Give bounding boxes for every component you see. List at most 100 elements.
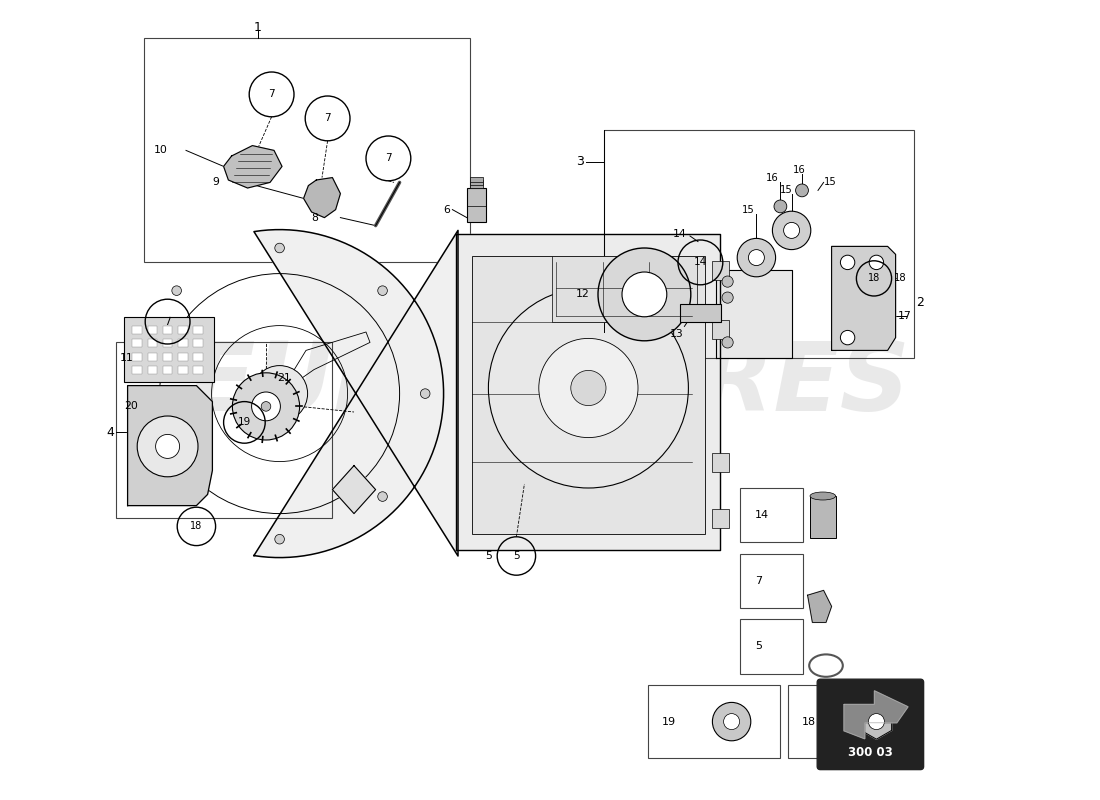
Text: 18: 18 bbox=[190, 522, 202, 531]
Text: 19: 19 bbox=[238, 418, 251, 427]
Bar bbox=[163, 366, 173, 374]
Circle shape bbox=[722, 276, 734, 287]
Text: 10: 10 bbox=[154, 146, 168, 155]
Circle shape bbox=[232, 373, 299, 440]
Circle shape bbox=[129, 389, 139, 398]
Circle shape bbox=[138, 416, 198, 477]
Text: 15: 15 bbox=[742, 205, 755, 214]
Bar bbox=[132, 326, 142, 334]
Polygon shape bbox=[254, 230, 458, 558]
Bar bbox=[194, 339, 202, 347]
Bar bbox=[163, 326, 173, 334]
Text: 14: 14 bbox=[673, 229, 686, 238]
Text: 18: 18 bbox=[894, 274, 906, 283]
Bar bbox=[194, 366, 202, 374]
Bar bbox=[132, 366, 142, 374]
Text: 300 03: 300 03 bbox=[848, 746, 893, 758]
Circle shape bbox=[722, 292, 734, 303]
Text: 5: 5 bbox=[755, 642, 762, 651]
Text: 4: 4 bbox=[106, 426, 114, 438]
Bar bbox=[147, 366, 157, 374]
Bar bbox=[132, 353, 142, 361]
Bar bbox=[144, 38, 470, 262]
Circle shape bbox=[724, 714, 739, 730]
Ellipse shape bbox=[810, 492, 836, 500]
Circle shape bbox=[598, 248, 691, 341]
Bar bbox=[712, 320, 729, 339]
Circle shape bbox=[252, 392, 280, 421]
Polygon shape bbox=[223, 146, 282, 188]
Text: 15: 15 bbox=[780, 186, 792, 195]
Bar bbox=[740, 619, 803, 674]
Bar bbox=[648, 685, 780, 758]
Polygon shape bbox=[844, 690, 908, 739]
Circle shape bbox=[377, 286, 387, 295]
Text: 1: 1 bbox=[254, 21, 262, 34]
Text: 14: 14 bbox=[755, 510, 769, 520]
Polygon shape bbox=[128, 386, 212, 506]
Circle shape bbox=[172, 492, 182, 502]
Polygon shape bbox=[332, 466, 375, 514]
Circle shape bbox=[275, 534, 285, 544]
Text: 21: 21 bbox=[277, 373, 292, 382]
Text: 8: 8 bbox=[311, 213, 319, 222]
Bar bbox=[178, 366, 188, 374]
Circle shape bbox=[539, 338, 638, 438]
Bar bbox=[740, 554, 803, 608]
Circle shape bbox=[748, 250, 764, 266]
Circle shape bbox=[869, 255, 883, 270]
Circle shape bbox=[795, 184, 808, 197]
Text: 3: 3 bbox=[575, 155, 584, 168]
Circle shape bbox=[172, 286, 182, 295]
Bar bbox=[147, 339, 157, 347]
Polygon shape bbox=[304, 178, 340, 218]
Bar bbox=[470, 183, 483, 188]
Text: 17: 17 bbox=[898, 311, 912, 321]
Text: 19: 19 bbox=[662, 717, 676, 726]
Text: 6: 6 bbox=[443, 205, 450, 214]
Text: 13: 13 bbox=[670, 330, 683, 339]
Text: 12: 12 bbox=[576, 290, 590, 299]
Circle shape bbox=[772, 211, 811, 250]
Bar bbox=[466, 188, 486, 222]
Circle shape bbox=[377, 492, 387, 502]
Polygon shape bbox=[455, 234, 719, 550]
Text: 15: 15 bbox=[824, 178, 836, 187]
Text: 18: 18 bbox=[868, 274, 880, 283]
Circle shape bbox=[261, 402, 271, 411]
Polygon shape bbox=[807, 590, 832, 622]
Text: 7: 7 bbox=[755, 576, 762, 586]
Circle shape bbox=[420, 389, 430, 398]
Circle shape bbox=[840, 330, 855, 345]
Circle shape bbox=[783, 222, 800, 238]
FancyBboxPatch shape bbox=[817, 679, 924, 770]
Circle shape bbox=[840, 255, 855, 270]
Bar bbox=[810, 496, 836, 538]
Text: 2: 2 bbox=[916, 296, 924, 309]
Text: 14: 14 bbox=[694, 258, 707, 267]
Bar bbox=[132, 339, 142, 347]
Text: 7: 7 bbox=[268, 90, 275, 99]
Circle shape bbox=[713, 702, 751, 741]
Bar bbox=[712, 509, 729, 528]
Circle shape bbox=[868, 714, 884, 730]
Polygon shape bbox=[832, 246, 895, 350]
Bar bbox=[147, 326, 157, 334]
Bar bbox=[712, 453, 729, 472]
Bar bbox=[117, 342, 332, 518]
Bar bbox=[163, 339, 173, 347]
Text: 18: 18 bbox=[802, 717, 816, 726]
Bar bbox=[789, 685, 921, 758]
Bar bbox=[163, 353, 173, 361]
Bar bbox=[194, 353, 202, 361]
Bar bbox=[178, 339, 188, 347]
Bar bbox=[124, 317, 214, 382]
Bar bbox=[470, 180, 483, 185]
Bar bbox=[470, 177, 483, 182]
Text: 20: 20 bbox=[124, 402, 139, 411]
Bar bbox=[740, 488, 803, 542]
Circle shape bbox=[621, 272, 667, 317]
Bar bbox=[178, 353, 188, 361]
Bar bbox=[178, 326, 188, 334]
Text: 5: 5 bbox=[485, 551, 493, 561]
